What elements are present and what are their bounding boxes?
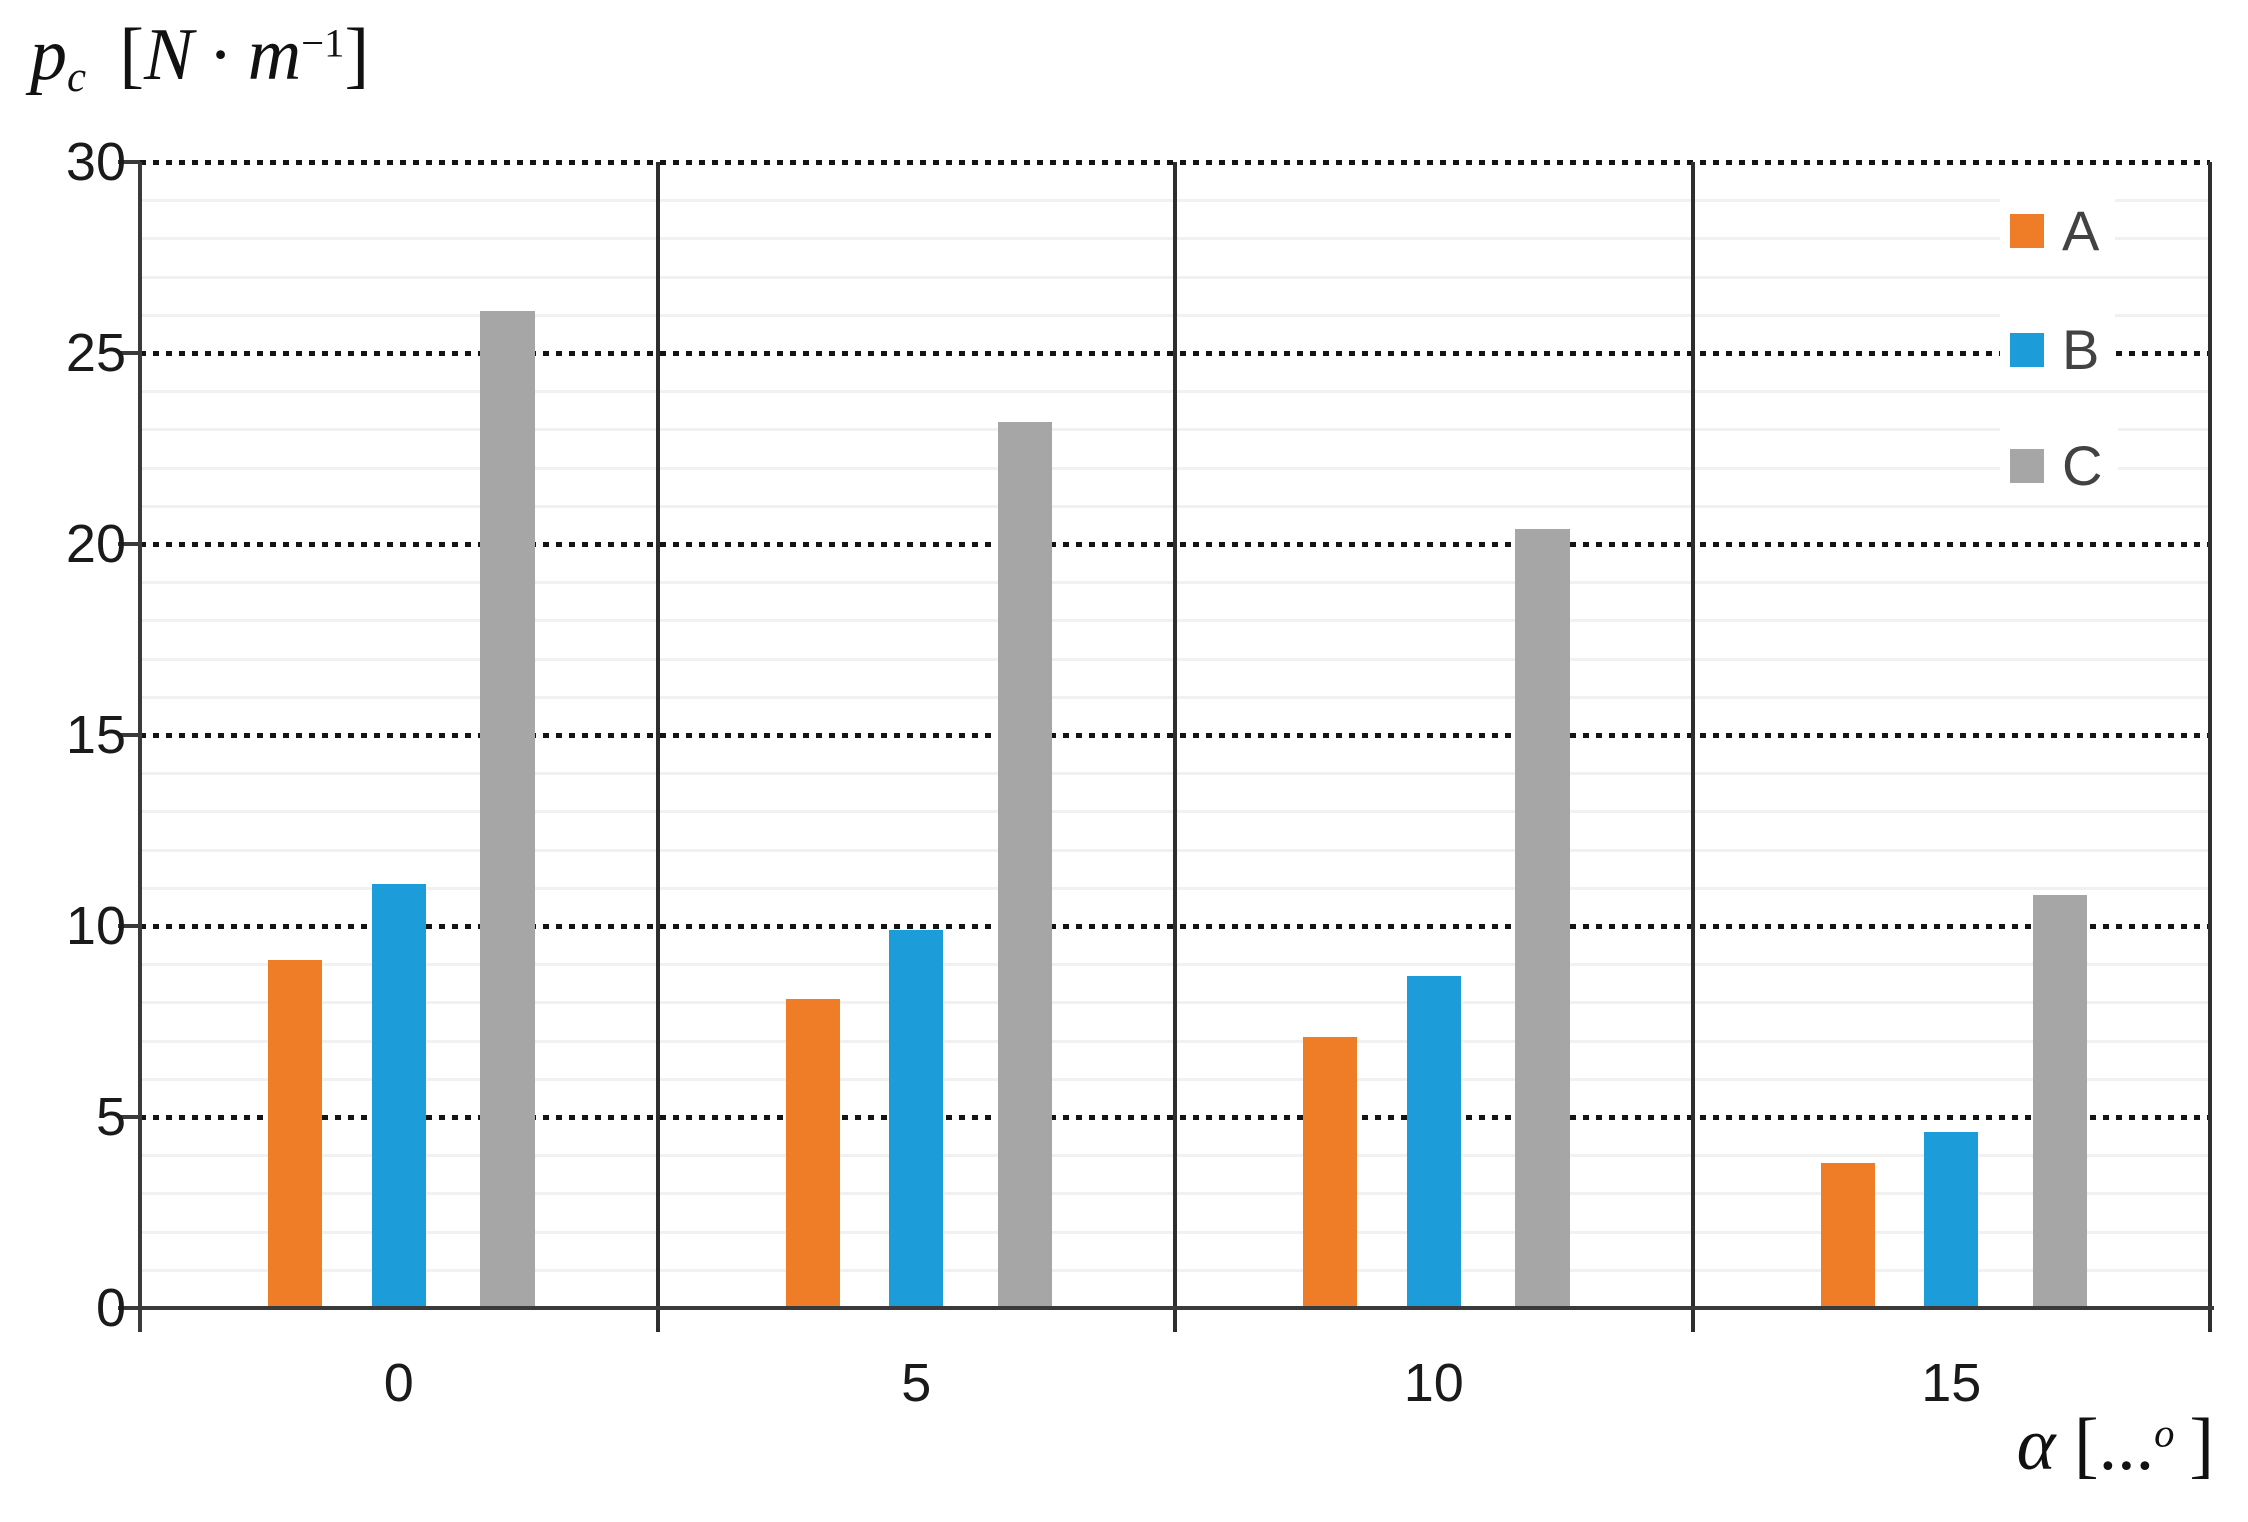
legend-swatch-c [2010,449,2044,483]
bar-a-cat1 [785,998,840,1308]
y-axis-unit-exponent: −1 [301,20,345,66]
y-tick-mark [118,160,140,164]
y-tick-mark [118,924,140,928]
bar-b-cat3 [1924,1132,1979,1308]
y-axis-unit-metre: m [247,14,302,96]
x-tick-label: 0 [383,1353,414,1413]
legend-swatch-b [2010,333,2044,367]
legend-label-c: C [2062,434,2103,497]
x-axis-dots: ... [2098,1404,2155,1486]
y-tick-label: 25 [65,323,126,383]
y-axis-line [138,162,142,1332]
x-tick-label: 15 [1921,1353,1982,1413]
y-tick-mark [118,542,140,546]
y-axis-symbol-subscript: c [67,54,87,102]
x-axis-title: α [...o ] [2017,1408,2214,1482]
category-divider [1690,162,1695,1332]
y-axis-unit-newton: N [144,14,194,96]
category-divider [1173,162,1177,1332]
x-axis-degree-symbol: o [2154,1410,2175,1456]
y-axis-title: pc [N · m−1] [30,18,369,100]
x-axis-symbol-alpha: α [2016,1404,2056,1486]
bar-b-cat0 [371,883,426,1308]
x-tick-label: 5 [901,1353,932,1413]
y-axis-unit-dot: · [208,14,233,96]
y-tick-mark [118,1115,140,1119]
x-axis-open-bracket: [ [2074,1404,2099,1486]
bar-c-cat1 [997,421,1053,1308]
y-tick-label: 10 [65,896,126,956]
bar-c-cat2 [1515,528,1570,1308]
y-axis-symbol: p [30,14,67,96]
y-tick-label: 30 [65,132,126,192]
y-axis-unit-open-bracket: [ [119,14,145,96]
bar-c-cat0 [480,310,535,1308]
y-tick-mark [118,1306,140,1310]
bar-c-cat3 [2032,895,2088,1308]
category-divider [2208,162,2212,1332]
y-tick-label: 0 [95,1278,126,1338]
bar-b-cat2 [1406,975,1461,1308]
bar-b-cat1 [889,929,944,1308]
legend-label-a: A [2062,199,2100,262]
y-tick-mark [118,351,140,355]
y-tick-mark [118,733,140,737]
y-tick-label: 20 [65,514,126,574]
bar-a-cat2 [1303,1036,1358,1308]
y-tick-label: 5 [95,1087,126,1147]
bar-a-cat0 [268,960,323,1308]
legend-swatch-a [2010,214,2044,248]
bar-a-cat3 [1820,1162,1875,1308]
legend-item-a: A [2000,193,2116,269]
x-axis-line [118,1306,2214,1310]
legend-label-b: B [2062,318,2100,381]
category-divider [655,162,660,1332]
y-axis-unit-close-bracket: ] [344,14,370,96]
y-tick-label: 15 [65,705,126,765]
legend-item-b: B [2000,312,2116,388]
x-tick-label: 10 [1403,1353,1464,1413]
x-axis-close-bracket: ] [2189,1404,2214,1486]
legend-item-c: C [2000,428,2119,504]
